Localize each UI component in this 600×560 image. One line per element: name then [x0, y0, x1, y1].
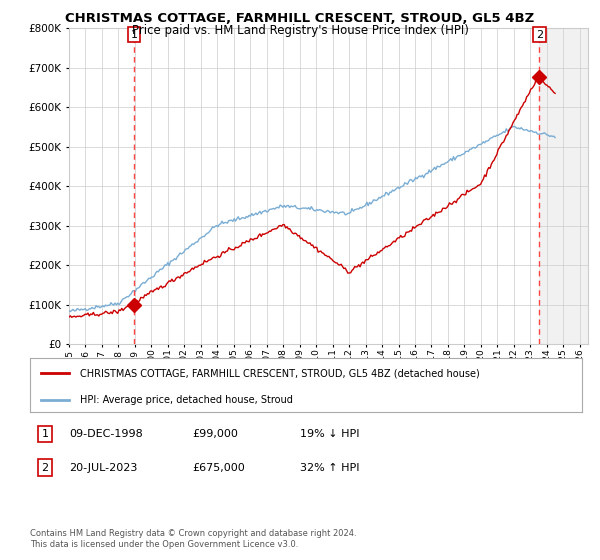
Text: Price paid vs. HM Land Registry's House Price Index (HPI): Price paid vs. HM Land Registry's House …	[131, 24, 469, 36]
Text: 19% ↓ HPI: 19% ↓ HPI	[300, 429, 359, 439]
Text: £675,000: £675,000	[192, 463, 245, 473]
Text: 20-JUL-2023: 20-JUL-2023	[69, 463, 137, 473]
Text: 1: 1	[130, 30, 137, 40]
Text: Contains HM Land Registry data © Crown copyright and database right 2024.
This d: Contains HM Land Registry data © Crown c…	[30, 529, 356, 549]
Text: CHRISTMAS COTTAGE, FARMHILL CRESCENT, STROUD, GL5 4BZ (detached house): CHRISTMAS COTTAGE, FARMHILL CRESCENT, ST…	[80, 368, 479, 379]
Text: CHRISTMAS COTTAGE, FARMHILL CRESCENT, STROUD, GL5 4BZ: CHRISTMAS COTTAGE, FARMHILL CRESCENT, ST…	[65, 12, 535, 25]
Text: 09-DEC-1998: 09-DEC-1998	[69, 429, 143, 439]
Text: £99,000: £99,000	[192, 429, 238, 439]
Text: 1: 1	[41, 429, 49, 439]
Bar	[539, 28, 588, 344]
Text: 2: 2	[41, 463, 49, 473]
Text: HPI: Average price, detached house, Stroud: HPI: Average price, detached house, Stro…	[80, 395, 293, 405]
Text: 32% ↑ HPI: 32% ↑ HPI	[300, 463, 359, 473]
Text: 2: 2	[536, 30, 543, 40]
